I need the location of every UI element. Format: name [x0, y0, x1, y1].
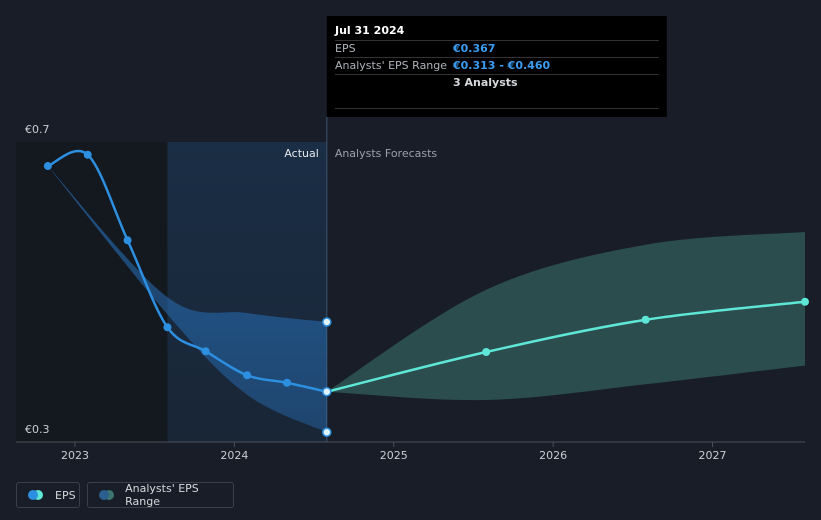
range-area [47, 166, 327, 433]
y-tick-label: €0.7 [25, 123, 50, 136]
y-tick-label: €0.3 [25, 423, 50, 436]
legend-eps[interactable]: EPS [16, 482, 80, 508]
eps-line [47, 149, 328, 393]
legend-icon [99, 490, 114, 500]
past-shade [16, 142, 168, 442]
x-tick-label: 2024 [220, 449, 248, 462]
tooltip [326, 16, 667, 117]
tooltip-date: Jul 31 2024 [334, 24, 405, 37]
x-tick-label: 2023 [61, 449, 89, 462]
tooltip-label: Analysts' EPS Range [335, 59, 447, 72]
tooltip-label: EPS [335, 42, 356, 55]
x-tick-label: 2027 [699, 449, 727, 462]
range-end-point [322, 317, 332, 327]
legend-icon [28, 490, 43, 500]
legend-label: Analysts' EPS Range [125, 482, 199, 508]
forecast-label: Analysts Forecasts [335, 147, 438, 160]
eps-forecast-line [326, 300, 806, 393]
forecast-range-area [326, 232, 805, 401]
x-tick-label: 2026 [539, 449, 567, 462]
eps-point [282, 378, 291, 387]
forecast-point [641, 315, 650, 324]
forecast-point [801, 297, 809, 306]
eps-point [43, 162, 52, 170]
eps-point [322, 387, 332, 397]
tooltip-value: €0.313 - €0.460 [452, 59, 550, 72]
legend-label: EPS [55, 488, 76, 502]
eps-point [123, 236, 132, 245]
eps-point [83, 150, 92, 159]
range-end-point [322, 427, 332, 437]
legend-range[interactable]: Analysts' EPS Range [87, 482, 234, 508]
tooltip-note: 3 Analysts [453, 76, 518, 89]
eps-point [243, 371, 252, 380]
eps-point [163, 323, 172, 332]
actual-label: Actual [284, 147, 318, 160]
forecast-point [482, 348, 491, 356]
eps-point [201, 347, 210, 356]
tooltip-value: €0.367 [452, 42, 495, 55]
x-tick-label: 2025 [380, 449, 408, 462]
